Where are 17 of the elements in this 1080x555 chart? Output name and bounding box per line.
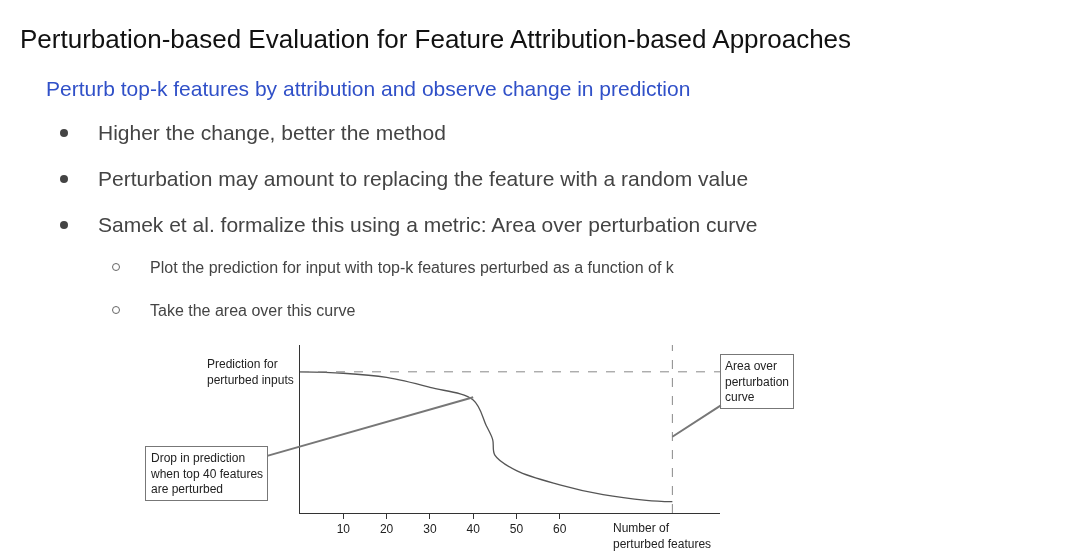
x-axis-title: Number of perturbed features <box>613 521 712 551</box>
x-tick-label: 10 <box>336 522 351 537</box>
chart-subtitle: Perturb top-k features by attribution and observe change in prediction <box>46 77 691 101</box>
text: Higher the change, better the method <box>98 121 446 144</box>
text: Samek et al. formalize this using a metric: Area over perturbation curve <box>98 213 758 236</box>
x-tick-label: 30 <box>423 522 437 537</box>
x-tick-label: 60 <box>553 522 567 537</box>
y-axis-title: Prediction for perturbed inputs <box>207 357 294 387</box>
x-tick-label: 20 <box>379 522 394 537</box>
x-tick-label: 40 <box>466 522 481 537</box>
text: Take the area over this curve <box>150 302 356 319</box>
text: Plot the prediction for input with top-k features perturbed as a function of k <box>150 259 674 276</box>
chart-title: Perturbation-based Evaluation for Feature Attribution-based Approaches <box>20 24 852 55</box>
text: Perturbation may amount to replacing the feature with a random value <box>98 167 749 190</box>
annotation: Area over perturbation curve <box>725 359 790 405</box>
x-tick-label: 50 <box>509 522 524 537</box>
annotation: Drop in prediction when top 40 features are perturbed <box>150 451 264 497</box>
